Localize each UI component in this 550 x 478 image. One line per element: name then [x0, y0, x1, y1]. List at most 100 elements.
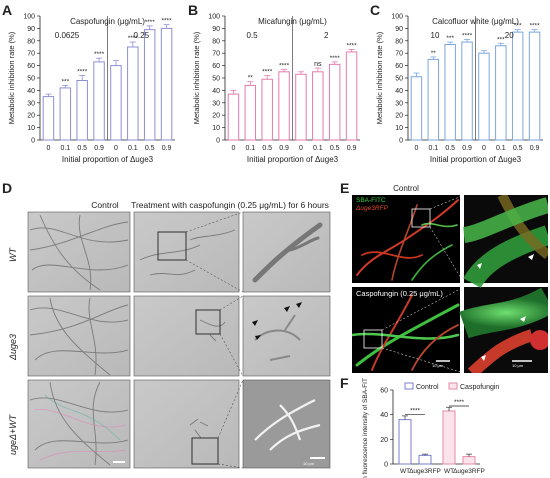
x-tick-label: 0.1	[428, 145, 438, 152]
bar	[511, 31, 524, 141]
y-tick-label: 70	[27, 51, 35, 58]
panel-d-row-wt: WT	[8, 248, 18, 262]
bar	[398, 419, 412, 465]
group-label-right: 0.25	[133, 31, 149, 40]
x-tick-label: 0.9	[162, 145, 172, 152]
panel-e-fluorescence	[352, 195, 548, 373]
chart-f: 0 20 40 60 Mean fluorescence intensity of SB…	[362, 378, 499, 478]
fluor-zoom-box-control	[411, 208, 431, 228]
panel-d-col-control: Control	[91, 200, 119, 210]
bar	[312, 71, 324, 141]
bar	[528, 31, 541, 141]
y-tick-label: 40	[395, 88, 403, 95]
y-tick-label: 40	[380, 412, 388, 419]
group-label-left: 10	[431, 31, 440, 40]
significance-label: ****	[530, 23, 541, 30]
y-axis-label: Mean fluorescence intensity of SBA-FITC …	[362, 378, 369, 478]
x-tick-label: 0.9	[462, 145, 472, 152]
y-tick-label: 80	[212, 38, 220, 45]
significance-label: ****	[454, 399, 465, 406]
zoom-box-mix	[191, 437, 219, 465]
x-tick-label: Δuge3RFP	[409, 468, 441, 475]
x-tick-label: 0.9	[347, 145, 357, 152]
x-tick-label: 0.9	[279, 145, 289, 152]
significance-label: ****	[330, 55, 341, 62]
x-tick-label: 0	[299, 145, 303, 152]
bar	[93, 61, 105, 141]
panel-d-col-treatment: Treatment with caspofungin (0.25 μg/mL) …	[131, 200, 329, 210]
significance-label: ****	[128, 35, 139, 42]
bar	[478, 52, 490, 141]
x-tick-label: 0.5	[77, 145, 87, 152]
significance-label: ***	[497, 36, 505, 43]
group-label-right: 20	[505, 31, 514, 40]
panel-letter-e: E	[340, 180, 350, 196]
x-tick-label: 0	[46, 145, 50, 152]
panel-letter-f: F	[340, 375, 349, 391]
panel-d-row-mix: ugeΔ+WT	[8, 414, 18, 455]
group-title: Micafungin (μg/mL)	[258, 17, 327, 26]
panel-e-scale-right: 10 μm	[512, 363, 524, 368]
y-tick-label: 90	[212, 26, 220, 33]
panel-e-bottom-label: Caspofungin (0.25 μg/mL)	[356, 289, 443, 298]
legend-label-caspofungin: Caspofungin	[460, 384, 499, 391]
y-tick-label: 50	[212, 76, 220, 83]
micrograph-mix-treated	[133, 379, 240, 469]
y-tick-label: 100	[391, 14, 403, 21]
y-tick-label: 20	[27, 113, 35, 120]
x-tick-label: 0.5	[262, 145, 272, 152]
y-tick-label: 70	[212, 51, 220, 58]
y-tick-label: 80	[27, 38, 35, 45]
panel-e-legend-red: Δuge3RFP	[356, 205, 388, 212]
significance-label: ****	[462, 33, 473, 40]
y-axis-label: Metabolic inhibition rate (%)	[375, 31, 384, 124]
legend-label-control: Control	[416, 384, 439, 391]
significance-label: ****	[347, 42, 358, 49]
panel-letter-a: A	[2, 2, 13, 18]
y-tick-label: 30	[395, 100, 403, 107]
x-tick-label: 0.1	[496, 145, 506, 152]
bar	[110, 65, 122, 141]
fluor-zoom-box-caspofungin	[363, 329, 383, 349]
chart-a: 0 10 20 30 40 50 60 70 80 90 100 Metabolic inhibiti…	[7, 14, 175, 164]
bar	[295, 73, 307, 141]
significance-label: ***	[446, 35, 454, 42]
bar	[261, 78, 273, 141]
bar	[244, 84, 257, 141]
bar	[42, 96, 55, 141]
y-tick-label: 60	[212, 63, 220, 70]
y-tick-label: 0	[216, 138, 220, 145]
y-tick-label: 10	[27, 125, 35, 132]
y-tick-label: 100	[23, 14, 35, 21]
y-tick-label: 10	[212, 125, 220, 132]
x-tick-label: 0	[482, 145, 486, 152]
x-tick-label: 0.5	[145, 145, 155, 152]
panel-e-scale-left: 10 μm	[432, 363, 444, 368]
x-axis-label: Initial proportion of Δuge3	[62, 155, 154, 164]
y-tick-label: 30	[212, 100, 220, 107]
significance-label: ****	[262, 69, 273, 76]
significance-label: ****	[94, 51, 105, 58]
x-tick-label: 0.9	[94, 145, 104, 152]
y-tick-label: 100	[208, 14, 220, 21]
y-tick-label: 80	[395, 38, 403, 45]
x-tick-label: WT	[400, 468, 410, 475]
bar	[345, 51, 358, 141]
x-tick-label: 0	[231, 145, 235, 152]
group-label-right: 2	[324, 31, 329, 40]
x-tick-label: 0.1	[313, 145, 323, 152]
significance-label: **	[431, 50, 437, 57]
bar	[462, 456, 476, 465]
panel-letter-b: B	[188, 2, 199, 18]
legend-swatch-caspofungin	[448, 382, 458, 390]
micrograph-mix-zoom	[242, 379, 331, 469]
significance-label: **	[248, 75, 254, 82]
x-tick-label: 0.1	[245, 145, 255, 152]
y-axis-label: Metabolic inhibition rate (%)	[7, 31, 16, 124]
y-tick-label: 60	[27, 63, 35, 70]
micrograph-mix-control	[27, 379, 131, 469]
y-tick-label: 70	[395, 51, 403, 58]
